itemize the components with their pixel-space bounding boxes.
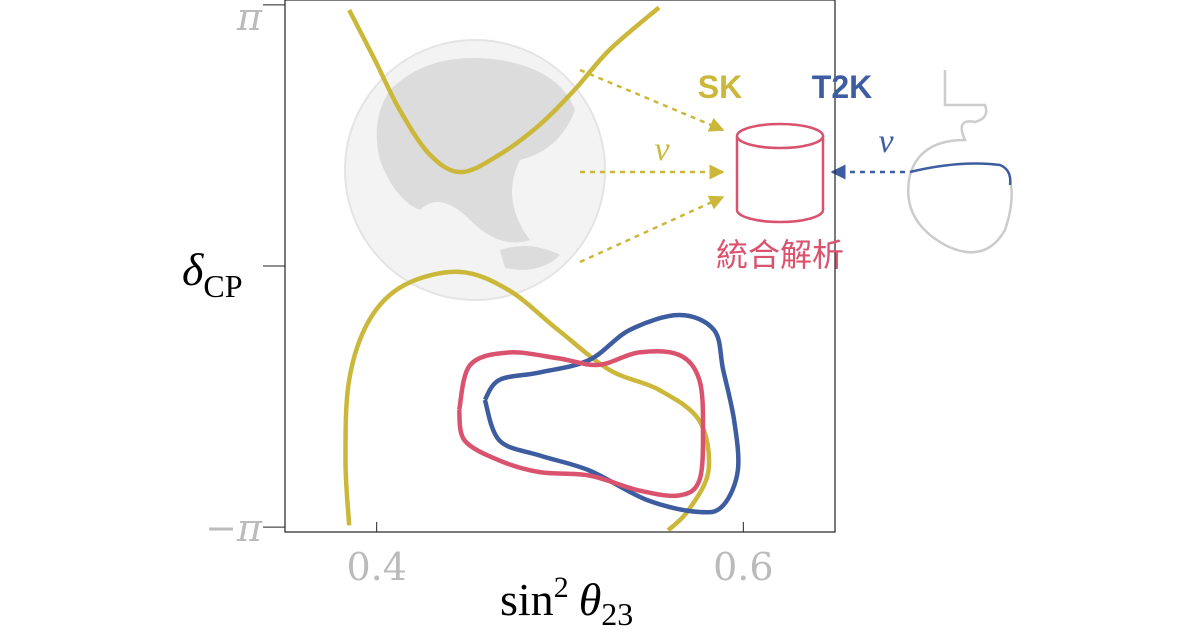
legend-label: SK — [698, 69, 742, 105]
x-label-symbol: θ — [579, 574, 602, 625]
detector — [735, 122, 825, 224]
annotation: ν — [878, 123, 894, 160]
y-tick-label: π — [236, 0, 263, 39]
x-axis-label: sin2 θ23 — [500, 571, 633, 630]
beamline — [906, 70, 1013, 254]
flow-illustration — [579, 68, 905, 264]
contour-line — [482, 312, 741, 515]
contour-line — [456, 349, 706, 499]
x-tick-label: 0.4 — [346, 545, 406, 589]
legend-label: 統合解析 — [716, 236, 844, 274]
contour-line — [343, 5, 712, 532]
y-label-symbol: δ — [182, 244, 204, 295]
y-tick-label: −π — [205, 506, 263, 550]
x-label-sub: 23 — [601, 596, 633, 630]
x-label-text: sin — [500, 574, 554, 625]
x-tick-label: 0.6 — [713, 545, 773, 589]
x-label-sup: 2 — [554, 571, 569, 604]
y-label-sub: CP — [203, 268, 242, 304]
annotation: ν — [654, 131, 670, 168]
y-axis-label: δCP — [182, 244, 243, 304]
legend-label: T2K — [812, 69, 872, 105]
